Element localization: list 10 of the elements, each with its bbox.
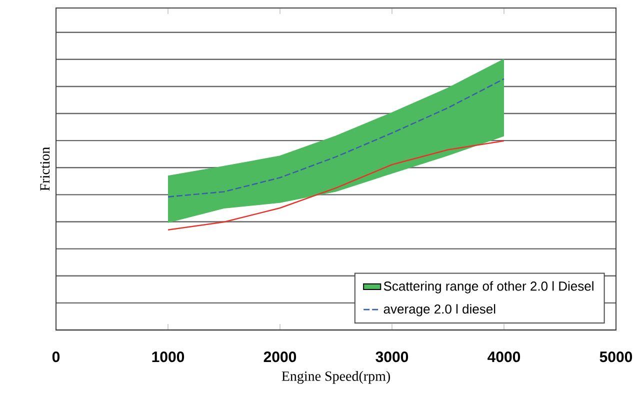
x-tick-label: 3000 xyxy=(376,352,408,362)
x-tick-label: 1000 xyxy=(152,352,184,362)
x-tick-label: 4000 xyxy=(488,352,520,362)
x-axis-title: Engine Speed(rpm) xyxy=(282,371,390,384)
x-tick-label: 5000 xyxy=(600,352,632,362)
y-axis-title: Friction xyxy=(40,147,50,191)
x-tick-label: 2000 xyxy=(264,352,296,362)
legend-label: average 2.0 l diesel xyxy=(384,304,496,316)
legend-label: Scattering range of other 2.0 l Diesel xyxy=(384,281,594,294)
x-tick-label: 0 xyxy=(52,352,60,362)
